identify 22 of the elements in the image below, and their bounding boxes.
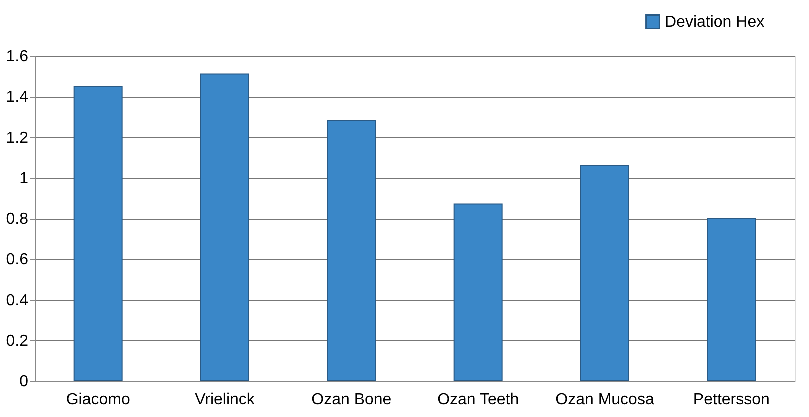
bar <box>454 204 503 382</box>
x-tick-label: Pettersson <box>693 392 770 408</box>
x-tick-label: Ozan Bone <box>312 392 392 408</box>
x-tick-label: Ozan Teeth <box>438 392 520 408</box>
y-tick-label: 1.6 <box>6 48 29 66</box>
y-tick-label: 0.6 <box>6 252 29 269</box>
y-tick-label: 1.4 <box>6 89 29 106</box>
bar <box>327 120 376 382</box>
legend-label: Deviation Hex <box>665 14 765 31</box>
y-tick-label: 0.2 <box>6 332 29 350</box>
y-tick-label: 0.4 <box>6 292 29 310</box>
bar <box>707 218 756 382</box>
x-tick-label: Giacomo <box>66 392 130 408</box>
x-tick-label: Vrielinck <box>195 392 256 408</box>
y-tick-label: 0.8 <box>6 211 29 228</box>
y-tick-label: 0 <box>20 374 29 390</box>
bar <box>74 86 123 382</box>
y-tick-label: 1.2 <box>6 130 29 147</box>
y-tick-label: 1 <box>20 170 29 188</box>
bar <box>200 74 250 382</box>
bar <box>580 165 630 382</box>
x-tick-label: Ozan Mucosa <box>556 392 654 408</box>
